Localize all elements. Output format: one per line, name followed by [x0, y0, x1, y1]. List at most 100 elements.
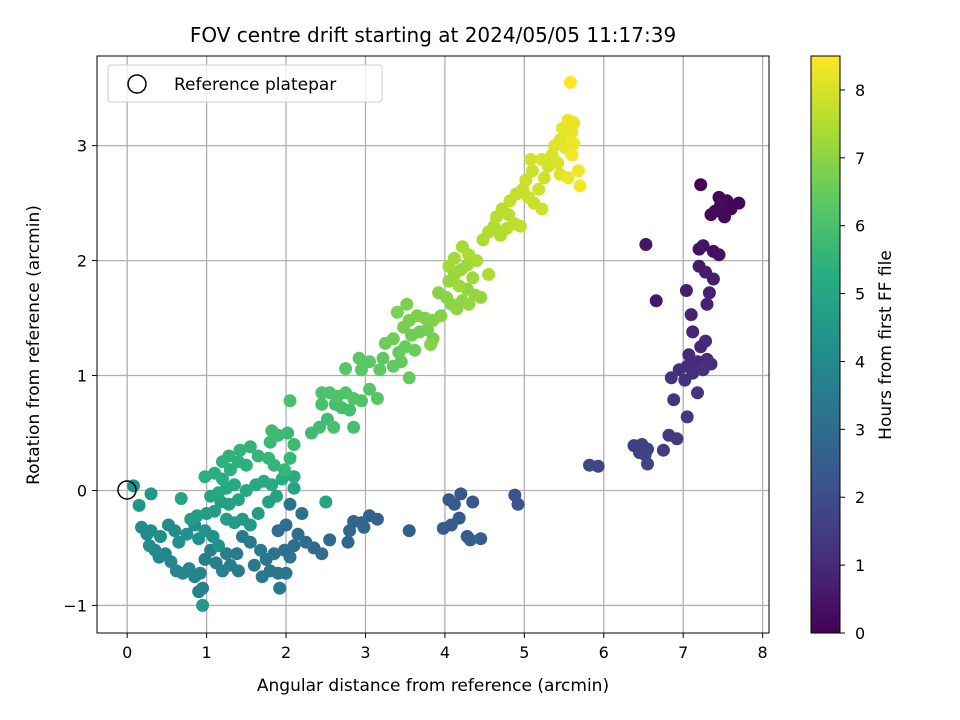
scatter-point [682, 348, 696, 362]
scatter-point [363, 382, 376, 396]
scatter-point [452, 279, 466, 293]
scatter-point [287, 470, 301, 484]
scatter-point [535, 152, 549, 166]
scatter-point [273, 581, 287, 595]
scatter-point [408, 343, 422, 357]
scatter-point [222, 449, 236, 463]
scatter-point [482, 267, 496, 281]
scatter-point [198, 552, 212, 566]
scatter-point [319, 495, 333, 509]
colorbar-tick-label: 5 [855, 285, 865, 304]
scatter-point [567, 136, 581, 150]
scatter-point [672, 363, 686, 377]
legend: Reference platepar [107, 64, 383, 103]
scatter-point [434, 309, 448, 323]
scatter-point [243, 518, 257, 532]
scatter-point [686, 325, 700, 339]
x-axis-ticks: 0 1 2 3 4 5 6 7 8 [122, 633, 768, 662]
scatter-point [230, 547, 244, 561]
colorbar-gradient [810, 55, 841, 634]
x-axis-label: Angular distance from reference (arcmin) [257, 676, 609, 696]
scatter-point [700, 297, 714, 311]
scatter-point [168, 524, 182, 538]
scatter-point [231, 493, 245, 507]
scatter-point [239, 458, 253, 472]
y-axis-label: Rotation from reference (arcmin) [24, 205, 44, 485]
scatter-point [551, 156, 565, 170]
scatter-point [591, 459, 605, 473]
scatter-point [251, 449, 265, 463]
colorbar-tick-label: 2 [855, 488, 865, 507]
scatter-point [251, 507, 265, 520]
scatter-point [209, 556, 223, 570]
scatter-point [132, 498, 146, 512]
scatter-point [223, 463, 237, 477]
scatter-point [279, 566, 293, 580]
scatter-point [283, 550, 297, 564]
scatter-point [532, 182, 546, 196]
scatter-point [565, 148, 579, 162]
scatter-point [447, 497, 461, 511]
scatter-point [283, 497, 297, 511]
scatter-point [327, 420, 341, 434]
x-tick-label: 0 [122, 643, 132, 662]
scatter-point [694, 178, 708, 192]
scatter-point [466, 271, 480, 285]
scatter-point [386, 332, 400, 346]
scatter-point [283, 394, 297, 408]
scatter-point [315, 547, 329, 561]
scatter-point [172, 535, 186, 549]
scatter-point [702, 286, 716, 300]
scatter-point [341, 535, 355, 549]
scatter-point [196, 598, 210, 612]
scatter-point [312, 420, 326, 434]
scatter-point [376, 351, 390, 365]
scatter-point [563, 75, 577, 89]
scatter-point [535, 202, 549, 216]
scatter-point [691, 386, 704, 400]
colorbar-label: Hours from first FF file [876, 250, 896, 440]
colorbar-tick-label: 6 [855, 217, 865, 236]
scatter-point [537, 171, 551, 185]
scatter-point [357, 520, 371, 534]
scatter-point [198, 470, 212, 484]
scatter-point [400, 297, 414, 311]
scatter-point [144, 487, 158, 501]
scatter-point [174, 492, 188, 505]
x-tick-label: 3 [360, 643, 370, 662]
scatter-point [649, 294, 663, 308]
scatter-point [513, 219, 527, 233]
scatter-point [639, 238, 653, 251]
scatter-point [127, 479, 140, 493]
scatter-point [347, 420, 361, 434]
legend-box [107, 64, 383, 103]
scatter-point [718, 210, 731, 224]
scatter-point [227, 478, 241, 492]
scatter-point [255, 570, 269, 584]
scatter-point [474, 532, 488, 546]
scatter-point [436, 521, 450, 535]
scatter-point [656, 443, 670, 457]
scatter-point [144, 524, 158, 538]
scatter-point [265, 478, 279, 492]
scatter-point [454, 487, 468, 501]
scatter-point [679, 284, 693, 297]
scatter-point [323, 533, 337, 547]
scatter-point [247, 558, 261, 572]
scatter-point [363, 355, 376, 369]
scatter-point [355, 394, 368, 408]
scatter-point [462, 297, 476, 311]
scatter-point [343, 403, 357, 417]
scatter-point [265, 424, 279, 438]
scatter-point [424, 338, 438, 351]
scatter-point [402, 371, 416, 385]
scatter-point [511, 497, 525, 511]
scatter-point [355, 363, 368, 377]
scatter-point [712, 248, 726, 262]
scatter-point [267, 458, 281, 472]
scatter-point [524, 152, 538, 166]
scatter-point [235, 530, 249, 543]
scatter-point [402, 524, 416, 538]
colorbar-tick-label: 0 [855, 624, 865, 643]
